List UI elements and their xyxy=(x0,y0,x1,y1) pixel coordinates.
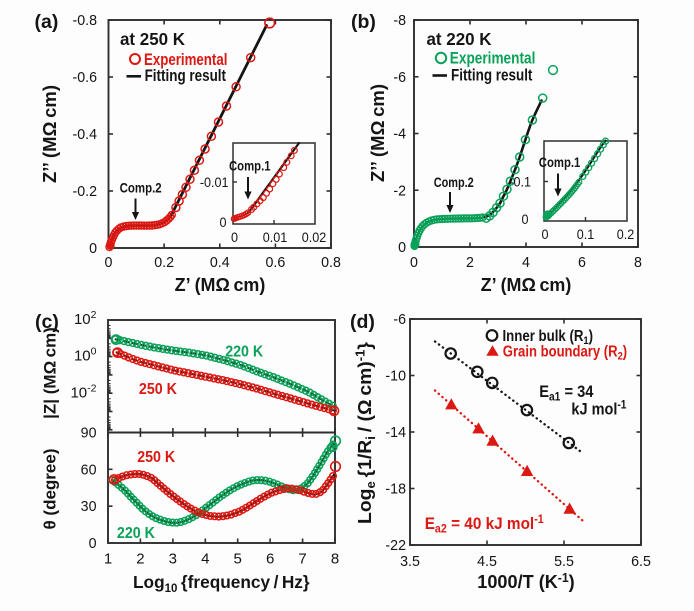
svg-text:kJ mol-1: kJ mol-1 xyxy=(571,399,626,419)
svg-text:6.5: 6.5 xyxy=(631,554,651,570)
svg-text:220 K: 220 K xyxy=(225,344,263,361)
svg-text:3: 3 xyxy=(169,551,177,568)
svg-text:2: 2 xyxy=(136,551,144,568)
svg-text:0: 0 xyxy=(89,536,97,552)
svg-text:|Z| (MΩ cm): |Z| (MΩ cm) xyxy=(41,327,60,419)
svg-text:0.02: 0.02 xyxy=(302,229,326,245)
svg-text:Z’ (MΩ cm): Z’ (MΩ cm) xyxy=(481,275,572,295)
svg-text:(d): (d) xyxy=(350,311,375,333)
svg-text:Loge {1/Ri / (Ω cm)-1}: Loge {1/Ri / (Ω cm)-1} xyxy=(353,341,378,524)
svg-text:-0.1: -0.1 xyxy=(509,174,531,190)
svg-text:-22: -22 xyxy=(385,538,406,554)
svg-text:0.2: 0.2 xyxy=(154,255,174,271)
svg-text:4: 4 xyxy=(522,255,530,271)
svg-text:Grain boundary (R2): Grain boundary (R2) xyxy=(503,344,628,363)
svg-text:Inner bulk (R1): Inner bulk (R1) xyxy=(503,328,594,347)
svg-text:0.6: 0.6 xyxy=(265,255,285,271)
svg-text:0: 0 xyxy=(231,229,238,245)
svg-text:-8: -8 xyxy=(393,13,406,29)
svg-text:5.5: 5.5 xyxy=(554,554,574,570)
svg-text:3.5: 3.5 xyxy=(400,554,420,570)
svg-text:Fitting result: Fitting result xyxy=(145,67,226,86)
svg-text:60: 60 xyxy=(81,462,97,478)
svg-text:2: 2 xyxy=(466,255,474,271)
svg-text:1: 1 xyxy=(104,551,112,568)
svg-text:4: 4 xyxy=(201,551,209,568)
svg-text:8: 8 xyxy=(331,551,339,568)
svg-text:-2: -2 xyxy=(393,183,406,199)
svg-text:(b): (b) xyxy=(351,11,376,33)
svg-text:-10: -10 xyxy=(385,368,406,384)
svg-text:0: 0 xyxy=(541,226,548,242)
svg-text:Z’’ (MΩ cm): Z’’ (MΩ cm) xyxy=(367,84,388,182)
svg-text:0.01: 0.01 xyxy=(263,229,287,245)
svg-text:Fitting result: Fitting result xyxy=(451,66,532,85)
svg-text:-0.4: -0.4 xyxy=(72,127,97,143)
svg-text:-14: -14 xyxy=(385,425,406,441)
svg-text:θ (degree): θ (degree) xyxy=(41,449,60,530)
svg-text:0: 0 xyxy=(398,240,406,256)
svg-text:0: 0 xyxy=(89,241,97,257)
svg-text:-0.8: -0.8 xyxy=(72,13,97,29)
svg-text:5: 5 xyxy=(234,551,242,568)
svg-text:7: 7 xyxy=(298,551,306,568)
svg-text:-0.6: -0.6 xyxy=(72,70,97,86)
svg-text:4.5: 4.5 xyxy=(477,554,497,570)
svg-text:6: 6 xyxy=(578,255,586,271)
svg-text:at 220 K: at 220 K xyxy=(427,29,493,49)
svg-text:0.2: 0.2 xyxy=(617,226,635,242)
svg-text:220 K: 220 K xyxy=(117,526,155,543)
svg-text:0.8: 0.8 xyxy=(321,255,341,271)
svg-text:0: 0 xyxy=(219,214,226,230)
svg-text:at 250 K: at 250 K xyxy=(120,29,186,49)
svg-text:-6: -6 xyxy=(393,312,406,328)
svg-text:-18: -18 xyxy=(385,481,406,497)
svg-text:0.4: 0.4 xyxy=(210,255,230,271)
svg-text:6: 6 xyxy=(266,551,274,568)
svg-text:(c): (c) xyxy=(35,311,59,333)
svg-text:-6: -6 xyxy=(393,69,406,85)
svg-text:Experimental: Experimental xyxy=(144,51,227,70)
svg-text:Log10 {frequency / Hz}: Log10 {frequency / Hz} xyxy=(133,572,310,595)
svg-text:Comp.2: Comp.2 xyxy=(120,180,162,195)
svg-text:-0.2: -0.2 xyxy=(72,184,97,200)
svg-text:-0.01: -0.01 xyxy=(200,174,229,190)
svg-text:250 K: 250 K xyxy=(137,450,175,467)
svg-text:Z’’ (MΩ cm): Z’’ (MΩ cm) xyxy=(39,85,60,183)
svg-text:Comp.1: Comp.1 xyxy=(539,155,581,170)
svg-text:0.1: 0.1 xyxy=(577,226,595,242)
svg-text:0: 0 xyxy=(521,211,528,227)
svg-text:8: 8 xyxy=(634,255,642,271)
svg-text:Z’ (MΩ cm): Z’ (MΩ cm) xyxy=(175,275,266,295)
svg-text:Comp.2: Comp.2 xyxy=(434,175,474,190)
svg-text:1000/T (K-1): 1000/T (K-1) xyxy=(477,571,574,592)
svg-text:Comp.1: Comp.1 xyxy=(229,159,271,174)
svg-text:30: 30 xyxy=(81,499,97,515)
svg-text:0: 0 xyxy=(410,255,418,271)
svg-text:(a): (a) xyxy=(35,11,59,33)
svg-text:Ea2 = 40 kJ mol-1: Ea2 = 40 kJ mol-1 xyxy=(425,514,544,536)
svg-text:0: 0 xyxy=(105,255,113,271)
svg-text:250 K: 250 K xyxy=(139,382,177,399)
svg-text:Experimental: Experimental xyxy=(450,49,536,68)
svg-text:90: 90 xyxy=(81,425,97,441)
svg-text:-4: -4 xyxy=(393,126,406,142)
